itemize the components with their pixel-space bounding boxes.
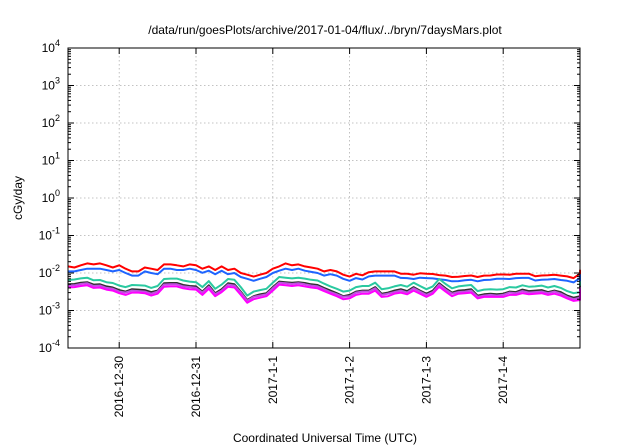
axes: 10-4 10-3 10-2 10-1 100 101 102 103 104 2016-12-3…	[39, 38, 580, 417]
y-tick-label: 10-2	[39, 263, 60, 280]
y-tick-label: 101	[42, 151, 60, 168]
y-tick-label: 102	[42, 113, 60, 130]
y-tick-label: 104	[42, 38, 60, 55]
y-tick-label: 10-4	[39, 338, 60, 355]
y-tick-label: 100	[42, 188, 60, 205]
x-axis-label: Coordinated Universal Time (UTC)	[233, 431, 417, 445]
grid	[68, 48, 580, 348]
x-tick-label: 2017-1-2	[343, 356, 357, 404]
y-tick-label: 10-1	[39, 226, 60, 243]
y-axis-label: cGy/day	[11, 176, 25, 220]
y-tick-label: 103	[42, 76, 60, 93]
chart-title: /data/run/goesPlots/archive/2017-01-04/f…	[148, 23, 502, 37]
x-tick-label: 2017-1-4	[496, 356, 510, 404]
x-tick-label: 2016-12-30	[112, 356, 126, 418]
y-tick-label: 10-3	[39, 301, 60, 318]
x-tick-label: 2017-1-1	[266, 356, 280, 404]
x-tick-label: 2016-12-31	[189, 356, 203, 418]
x-tick-label: 2017-1-3	[419, 356, 433, 404]
